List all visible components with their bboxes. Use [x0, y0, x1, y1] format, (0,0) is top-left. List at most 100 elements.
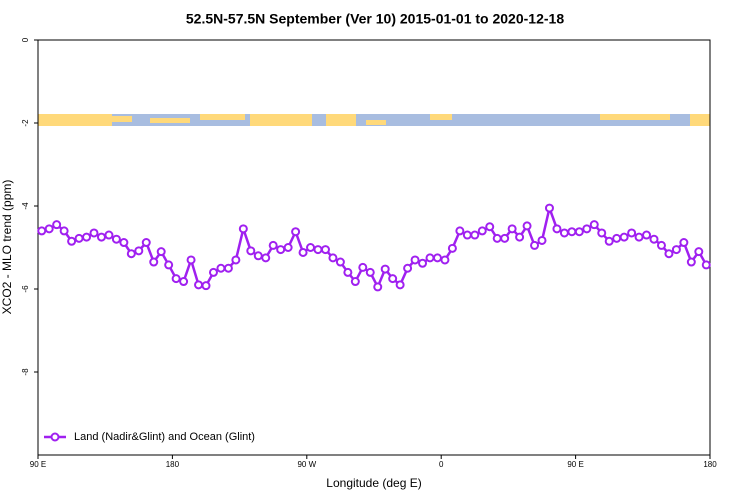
data-point: [171, 274, 181, 284]
data-point: [111, 234, 121, 244]
data-point: [410, 255, 420, 265]
data-point: [208, 267, 218, 277]
data-point: [485, 222, 495, 232]
data-point: [604, 236, 614, 246]
data-point: [530, 240, 540, 250]
data-point: [156, 247, 166, 257]
data-point: [552, 224, 562, 234]
y-tick-label: -2: [21, 119, 30, 127]
chart-title: 52.5N-57.5N September (Ver 10) 2015-01-0…: [186, 11, 564, 27]
x-tick-label: 180: [703, 460, 717, 469]
data-point: [291, 227, 301, 237]
data-point: [686, 257, 696, 267]
data-point: [335, 257, 345, 267]
data-point: [276, 245, 286, 255]
land-ocean-strip: [38, 114, 710, 126]
data-point: [559, 228, 569, 238]
data-point: [216, 263, 226, 273]
x-axis-label: Longitude (deg E): [326, 476, 421, 490]
data-point: [313, 245, 323, 255]
data-point: [701, 260, 711, 270]
x-tick-label: 0: [439, 460, 444, 469]
data-point: [320, 245, 330, 255]
data-point: [298, 247, 308, 257]
y-axis-label: XCO2 - MLO trend (ppm): [0, 180, 14, 315]
data-point: [134, 246, 144, 256]
data-point: [141, 238, 151, 248]
data-point: [104, 230, 114, 240]
data-point: [574, 227, 584, 237]
data-point: [119, 238, 129, 248]
data-point: [231, 255, 241, 265]
data-point: [477, 226, 487, 236]
data-point: [365, 267, 375, 277]
y-tick-label: -8: [21, 368, 30, 376]
data-point: [373, 282, 383, 292]
data-point: [500, 233, 510, 243]
data-point: [612, 233, 622, 243]
data-point: [388, 274, 398, 284]
data-point: [447, 243, 457, 253]
data-point: [201, 281, 211, 291]
data-point: [59, 226, 69, 236]
data-point: [664, 249, 674, 259]
data-point: [634, 232, 644, 242]
data-point: [679, 238, 689, 248]
x-tick-label: 180: [166, 460, 180, 469]
data-point: [96, 232, 106, 242]
data-point: [194, 280, 204, 290]
data-point: [67, 236, 77, 246]
data-point: [403, 263, 413, 273]
data-point: [149, 257, 159, 267]
data-point: [455, 226, 465, 236]
data-point: [619, 232, 629, 242]
x-tick-label: 90 E: [567, 460, 583, 469]
data-point: [432, 253, 442, 263]
data-point: [567, 227, 577, 237]
data-point: [186, 255, 196, 265]
data-point: [238, 224, 248, 234]
data-point: [328, 253, 338, 263]
data-point: [582, 224, 592, 234]
data-point: [380, 264, 390, 274]
data-point: [589, 220, 599, 230]
data-point: [246, 246, 256, 256]
data-point: [343, 267, 353, 277]
data-point: [82, 232, 92, 242]
data-point: [649, 234, 659, 244]
data-point: [627, 228, 637, 238]
legend-marker: [50, 432, 60, 442]
data-point: [544, 203, 554, 213]
data-point: [283, 243, 293, 252]
data-point: [462, 230, 472, 240]
data-point: [656, 240, 666, 250]
data-point: [350, 277, 360, 287]
y-tick-label: -4: [21, 202, 30, 210]
data-point: [306, 243, 316, 252]
data-point: [492, 233, 502, 243]
data-point: [52, 220, 62, 230]
legend-label: Land (Nadir&Glint) and Ocean (Glint): [74, 431, 255, 443]
data-point: [395, 280, 405, 290]
data-point: [358, 262, 368, 272]
data-point: [261, 253, 271, 263]
data-point: [89, 228, 99, 238]
data-point: [537, 235, 547, 245]
data-point: [470, 230, 480, 240]
data-point: [418, 258, 428, 268]
data-point: [164, 260, 174, 270]
data-point: [671, 245, 681, 255]
data-point: [597, 228, 607, 238]
data-point: [126, 249, 136, 259]
data-point: [425, 253, 435, 263]
data-point: [440, 255, 450, 265]
data-point: [268, 240, 278, 250]
plot-frame: [37, 39, 711, 456]
data-point: [74, 233, 84, 243]
data-point: [253, 251, 263, 261]
data-point: [44, 224, 54, 234]
data-point: [642, 230, 652, 240]
data-point: [179, 277, 189, 287]
x-tick-label: 90 E: [30, 460, 46, 469]
